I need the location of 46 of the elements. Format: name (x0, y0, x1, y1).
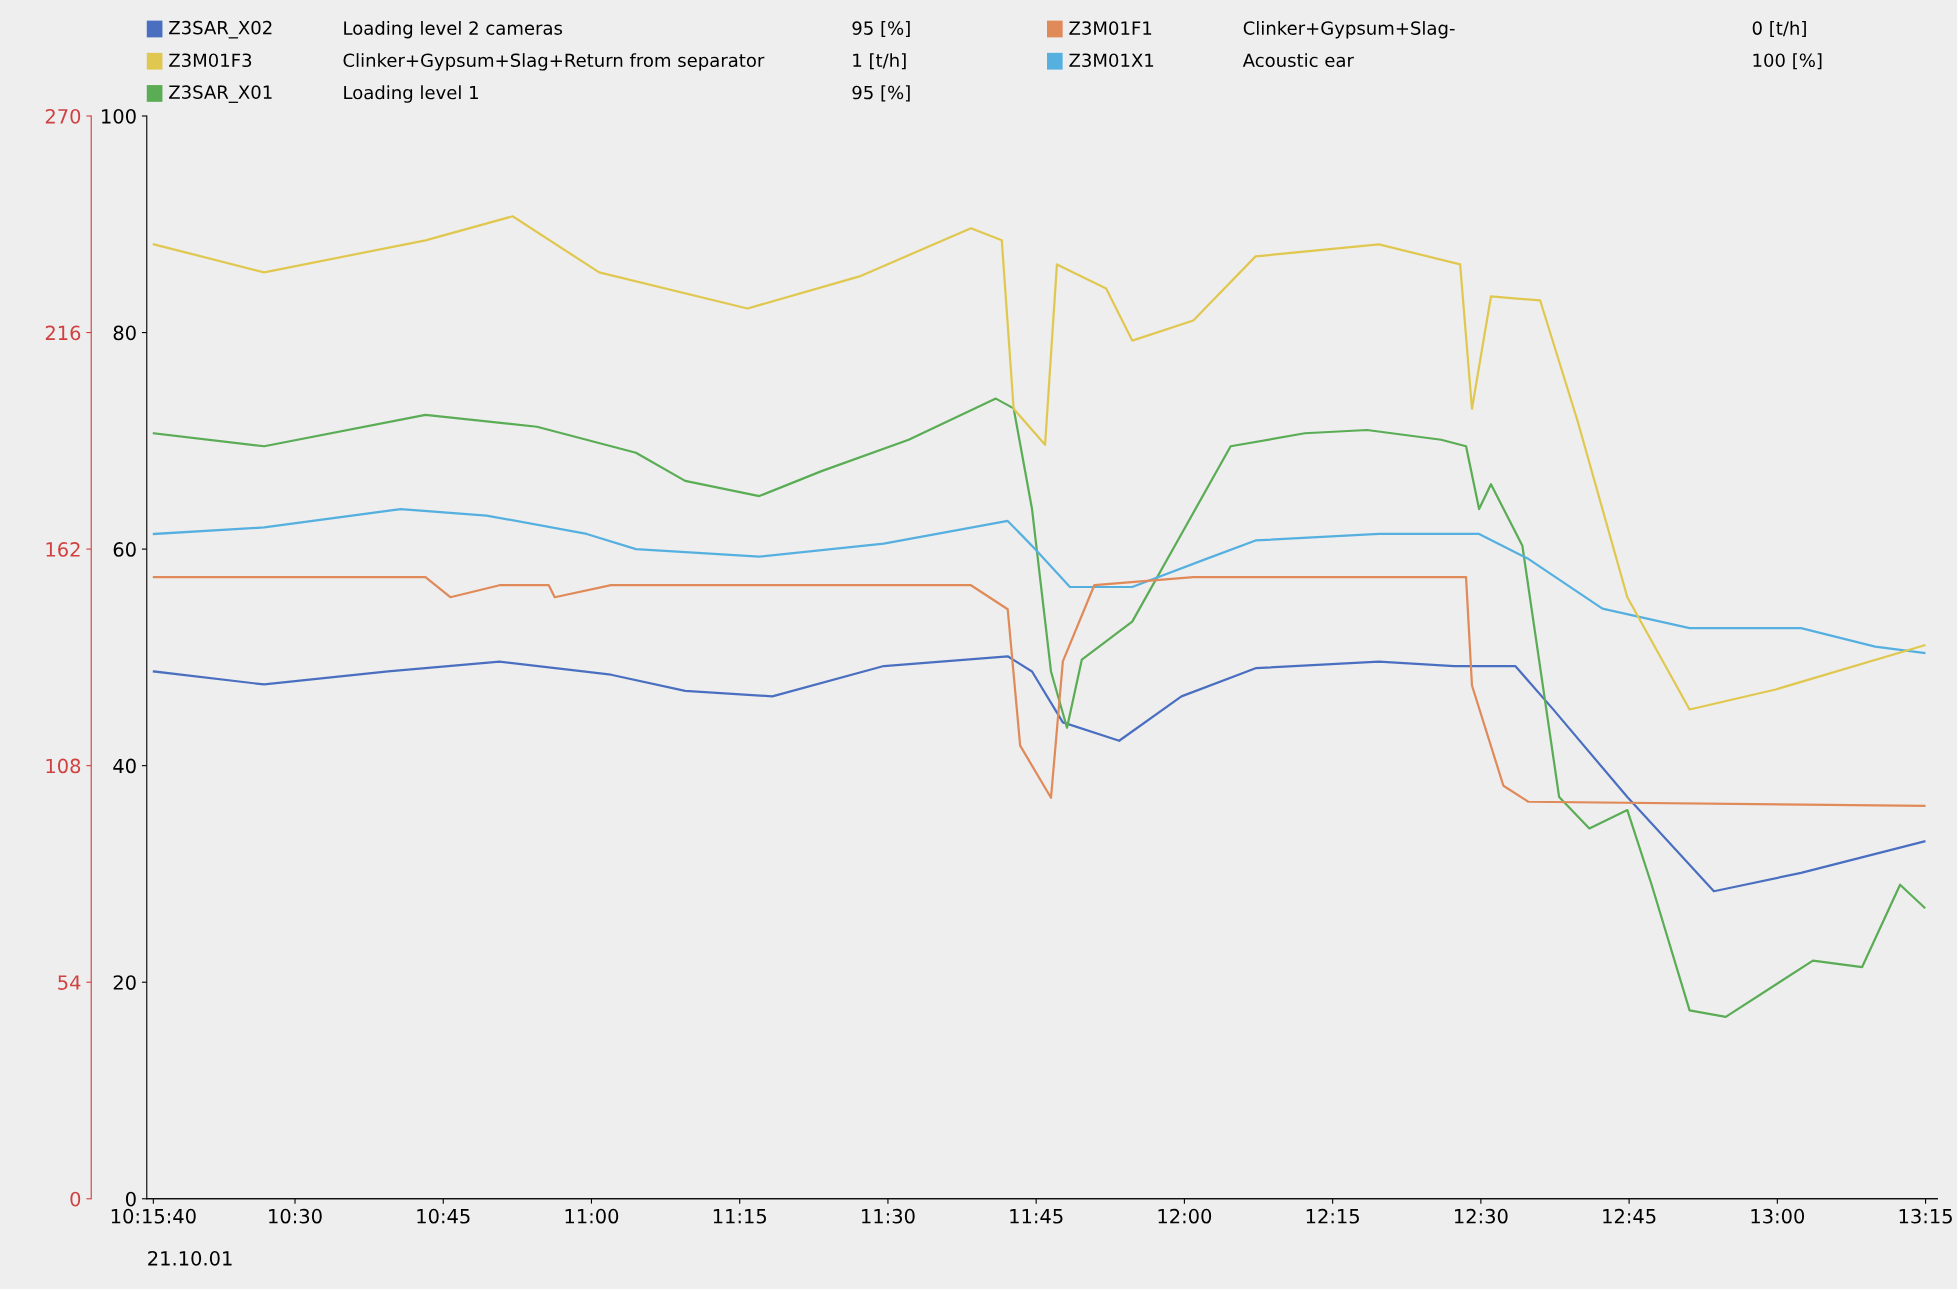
y2-tick-label: 54 (58, 975, 81, 990)
line-series (152, 507, 1926, 655)
y-tick-label: 60 (113, 542, 136, 557)
x-tick-label: 12:30 (1454, 1208, 1508, 1224)
legend-label: Z3SAR_X02 (169, 20, 272, 39)
legend-label: Z3M01F1 (1069, 21, 1152, 35)
text: 0 [t/h] (1752, 20, 1806, 38)
x-tick-label: 12:00 (1158, 1208, 1212, 1224)
line-series (152, 655, 1926, 893)
y2-tick-label: 0 (70, 1191, 81, 1207)
text: Clinker+Gypsum+Slag+Return from separator (343, 53, 765, 71)
y-tick-label: 20 (113, 975, 136, 990)
y2-tick-label: 270 (45, 108, 81, 124)
legend-label: Z3M01F3 (169, 53, 252, 68)
text: Loading level 2 cameras (344, 20, 563, 39)
x-tick-label: 13:15 (1899, 1208, 1952, 1224)
y-tick-label: 100 (102, 108, 136, 124)
line-series (152, 215, 1926, 711)
text: 95 [%] (852, 20, 910, 38)
x-tick-label: 10:30 (269, 1208, 322, 1224)
x-tick-label: 10:45 (417, 1208, 470, 1224)
y2-tick-label: 162 (46, 542, 80, 557)
text: Acoustic ear (1242, 53, 1354, 68)
x-tick-label: 11:00 (565, 1208, 619, 1224)
text: 21.10.01 (148, 1251, 232, 1266)
text: 1 [t/h] (853, 53, 906, 70)
line-series (152, 397, 1926, 1018)
y-tick-label: 0 (125, 1191, 136, 1207)
x-tick-label: 12:45 (1603, 1208, 1656, 1224)
text: 95 [%] (852, 85, 910, 102)
y2-tick-label: 108 (46, 758, 81, 774)
line-series (152, 576, 1926, 807)
legend-label: Z3M01X1 (1069, 53, 1154, 68)
legend-label: Z3SAR_X01 (169, 85, 272, 103)
x-tick-label: 12:15 (1306, 1208, 1359, 1224)
y-tick-label: 80 (113, 325, 136, 341)
text: 100 [%] (1753, 53, 1822, 70)
x-tick-label: 11:30 (862, 1208, 915, 1224)
x-tick-label: 13:00 (1751, 1208, 1805, 1224)
x-tick-label: 11:45 (1010, 1209, 1063, 1224)
x-tick-label: 11:15 (713, 1209, 767, 1224)
y-tick-label: 40 (113, 758, 136, 774)
text: Loading level 1 (344, 85, 478, 103)
text: Clinker+Gypsum+Slag- (1243, 20, 1455, 39)
x-tick-label: 10:15:40 (111, 1208, 196, 1224)
y2-tick-label: 216 (45, 325, 81, 341)
